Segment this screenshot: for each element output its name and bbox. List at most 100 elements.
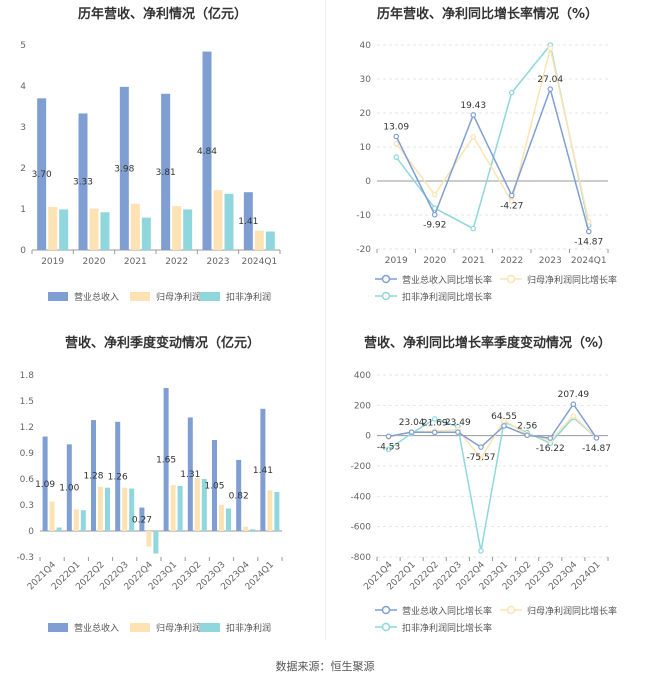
y-tick-label: 0.3	[20, 501, 34, 511]
quarterly-bar-chart: 1.81.51.20.90.60.30-0.32021Q42022Q12022Q…	[16, 371, 283, 634]
bar-netprofit	[170, 485, 176, 531]
y-tick-label: -20	[356, 245, 371, 255]
annual-revenue-profit-panel: 历年营收、净利情况（亿元） 0 1 2 3 4 5 2019 2020 2021 2022 2023…	[0, 0, 325, 320]
y-tick-label: 0	[365, 177, 371, 187]
point-revenue-growth	[470, 112, 477, 118]
line-deducted-growth	[395, 43, 590, 230]
legend-label: 营业总收入	[74, 291, 119, 303]
chart-title: 历年营收、净利同比增长率情况（%）	[376, 7, 599, 22]
legend-label: 归母净利润同比增长率	[527, 274, 617, 286]
bar-revenue	[115, 421, 121, 531]
data-label: 3.81	[156, 168, 176, 178]
point-revenue-growth	[385, 433, 392, 440]
x-tick-label: 2020	[83, 257, 106, 267]
bar-netprofit	[254, 230, 264, 250]
legend-marker	[506, 605, 516, 615]
legend-marker	[381, 622, 391, 632]
data-label: 1.00	[59, 484, 79, 494]
line-netprofit-growth	[388, 414, 597, 460]
bar-netprofit	[48, 206, 58, 250]
y-tick-label: 0	[28, 527, 34, 537]
bar-deducted	[56, 527, 62, 531]
y-tick-label: 40	[360, 41, 372, 51]
data-label: -75.57	[466, 453, 495, 463]
legend-label: 扣非净利润	[226, 291, 271, 303]
legend-swatch	[130, 623, 150, 632]
point-revenue-growth	[455, 429, 461, 435]
legend-swatch	[200, 292, 220, 301]
data-label: 1.65	[156, 456, 176, 466]
x-tick-label: 2024Q1	[241, 257, 277, 267]
point-revenue-growth	[547, 435, 554, 441]
point-netprofit-growth	[478, 455, 484, 462]
y-tick-label: 10	[360, 143, 372, 153]
data-label: 1.41	[253, 466, 273, 476]
y-tick-label: 2	[20, 164, 26, 174]
x-tick-label: 2020	[423, 256, 446, 266]
y-tick-label: -200	[351, 462, 372, 472]
quarterly-growth-line-chart: 4002000-200-400-600-8002021Q42022Q12022Q…	[351, 371, 617, 634]
bar-deducted	[250, 529, 256, 531]
bar-revenue	[260, 408, 266, 531]
y-tick-label: 400	[354, 371, 371, 381]
bar-deducted	[129, 488, 135, 531]
bar-netprofit	[172, 206, 182, 250]
point-deducted-growth	[508, 89, 515, 96]
bar-deducted	[153, 531, 159, 554]
y-tick-label: 0.6	[20, 475, 35, 485]
legend-marker	[381, 291, 391, 301]
bar-netprofit	[98, 486, 103, 531]
bar-netprofit	[219, 505, 224, 531]
data-label: -4.53	[377, 442, 400, 452]
data-label: 3.33	[73, 178, 93, 188]
x-tick-label: 2021	[124, 257, 147, 267]
x-tick-label: 2019	[385, 256, 408, 266]
legend-swatch	[48, 623, 68, 632]
point-deducted-growth	[478, 548, 484, 554]
bar-deducted	[265, 231, 275, 250]
point-deducted-growth	[431, 416, 438, 422]
legend-marker	[506, 274, 516, 284]
bar-revenue	[66, 444, 72, 531]
bar-netprofit	[146, 531, 152, 547]
y-tick-label: -600	[351, 523, 372, 533]
data-label: 0.82	[229, 491, 249, 501]
line-revenue-growth	[388, 402, 598, 449]
bar-netprofit	[122, 487, 128, 531]
data-label: -16.22	[536, 444, 565, 454]
data-label: 1.28	[83, 472, 103, 482]
y-tick-label: -0.3	[16, 553, 34, 563]
data-label: -4.27	[500, 202, 523, 212]
data-label: 1.05	[204, 482, 224, 492]
bar-deducted	[183, 209, 193, 250]
panel-divider	[325, 0, 326, 640]
bar-deducted	[201, 479, 207, 531]
bar-revenue	[236, 459, 242, 531]
bar-deducted	[100, 212, 110, 250]
legend-marker	[381, 274, 391, 284]
y-tick-label: 200	[354, 401, 371, 411]
point-revenue-growth	[431, 429, 438, 436]
y-tick-label: 1.5	[20, 397, 34, 407]
x-tick-label: 2022	[500, 256, 523, 266]
bar-revenue	[212, 440, 217, 531]
point-revenue-growth	[478, 444, 484, 450]
point-revenue-growth	[570, 401, 577, 407]
data-label: 19.43	[460, 101, 486, 111]
point-deducted-growth	[393, 154, 400, 161]
bar-revenue	[243, 192, 253, 250]
bar-revenue	[42, 436, 48, 531]
data-label: 23.49	[445, 418, 471, 428]
point-revenue-growth	[547, 86, 554, 92]
legend-swatch	[130, 292, 150, 301]
point-revenue-growth	[408, 429, 415, 435]
y-tick-label: -400	[351, 492, 372, 502]
legend-label: 归母净利润	[156, 291, 201, 303]
data-label: 64.55	[491, 412, 517, 422]
point-netprofit-growth	[501, 417, 507, 424]
legend-swatch	[48, 292, 68, 301]
x-tick-label: 2019	[41, 257, 64, 267]
legend-label: 营业总收入同比增长率	[402, 274, 492, 286]
legend-label: 扣非净利润同比增长率	[402, 622, 492, 634]
legend-label: 归母净利润	[156, 622, 201, 634]
